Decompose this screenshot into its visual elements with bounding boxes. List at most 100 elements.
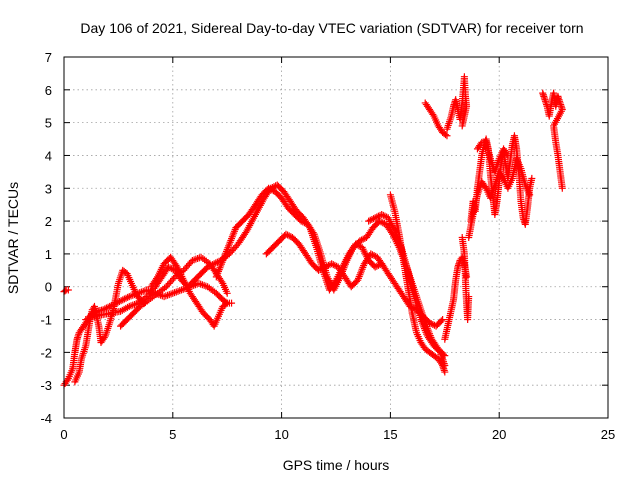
data-point — [370, 252, 378, 260]
data-point — [328, 260, 336, 268]
data-point — [437, 317, 445, 325]
y-tick-label: 1 — [45, 247, 52, 262]
data-point — [463, 273, 471, 281]
data-point — [299, 218, 307, 226]
data-point — [309, 229, 317, 237]
data-point — [503, 150, 511, 158]
data-point — [458, 122, 466, 130]
x-tick-label: 20 — [492, 427, 506, 442]
y-tick-label: 4 — [45, 148, 52, 163]
data-point — [282, 230, 290, 238]
data-point — [61, 287, 69, 295]
data-point — [359, 235, 367, 243]
data-point — [442, 131, 450, 139]
data-point — [228, 299, 236, 307]
data-point — [368, 251, 376, 259]
y-tick-label: 3 — [45, 181, 52, 196]
y-tick-label: -2 — [40, 345, 52, 360]
data-point — [477, 140, 485, 148]
x-tick-labels: 0 5 10 15 20 25 — [60, 427, 615, 442]
y-axis-label: SDTVAR / TECUs — [5, 182, 21, 294]
plot-frame — [63, 56, 609, 419]
data-point — [370, 215, 378, 223]
axis-ticks — [63, 56, 609, 419]
data-point — [300, 219, 308, 227]
data-point — [331, 261, 339, 269]
data-point — [170, 275, 178, 283]
series-arc-09 — [365, 211, 449, 369]
data-point — [324, 261, 332, 269]
x-tick-label: 10 — [274, 427, 288, 442]
data-point — [266, 185, 274, 193]
data-point — [481, 183, 489, 191]
data-point — [329, 261, 337, 269]
data-point — [222, 300, 230, 308]
y-tick-label: 5 — [45, 116, 52, 131]
data-point — [100, 334, 108, 342]
data-point — [218, 278, 226, 286]
series-arc-08 — [262, 230, 447, 330]
data-point — [64, 286, 72, 294]
series-arc-18 — [539, 89, 566, 192]
data-point — [526, 191, 534, 199]
data-point — [120, 295, 128, 303]
data-point — [368, 215, 376, 223]
data-point — [124, 293, 132, 301]
x-tick-label: 5 — [169, 427, 176, 442]
y-tick-label: -3 — [40, 378, 52, 393]
data-point — [316, 265, 324, 273]
data-point — [371, 263, 379, 271]
series-arc-05 — [117, 253, 231, 330]
data-point — [265, 184, 273, 192]
series-arc-16 — [465, 155, 534, 241]
data-point — [438, 360, 446, 368]
data-point — [223, 289, 231, 297]
data-point — [321, 263, 329, 271]
grid — [64, 57, 608, 418]
data-point — [152, 275, 160, 283]
data-point — [358, 236, 366, 244]
series-arc-13 — [441, 253, 471, 343]
x-axis-label: GPS time / hours — [283, 457, 390, 473]
data-point — [377, 218, 385, 226]
data-point — [378, 211, 386, 219]
data-point — [365, 217, 373, 225]
data-point — [318, 265, 326, 273]
x-tick-label: 15 — [383, 427, 397, 442]
data-point — [297, 217, 305, 225]
data-point — [104, 303, 112, 311]
series-arc-17 — [473, 138, 512, 176]
series-arc-07 — [212, 184, 449, 360]
data-point — [268, 186, 276, 194]
data-point — [379, 219, 387, 227]
y-tick-label: -4 — [40, 411, 52, 426]
data-point — [441, 368, 449, 376]
data-point — [374, 212, 382, 220]
series-arc-10 — [386, 191, 449, 376]
series-arc-12 — [443, 73, 471, 133]
y-tick-label: 7 — [45, 50, 52, 65]
y-tick-label: 2 — [45, 214, 52, 229]
data-point — [465, 293, 473, 301]
data-point — [379, 211, 387, 219]
data-point — [381, 212, 389, 220]
data-point — [504, 151, 512, 159]
data-point — [367, 250, 375, 258]
data-point — [426, 319, 434, 327]
data-point — [164, 263, 172, 271]
y-tick-label: 0 — [45, 280, 52, 295]
data-point — [323, 262, 331, 270]
series-arc-11 — [421, 99, 451, 140]
data-point — [371, 214, 379, 222]
y-tick-label: -1 — [40, 313, 52, 328]
data-point — [366, 216, 374, 224]
chart-title: Day 106 of 2021, Sidereal Day-to-day VTE… — [80, 20, 583, 36]
data-point — [212, 259, 220, 267]
data-point — [122, 294, 130, 302]
series-arc-01 — [60, 286, 72, 296]
data-point — [284, 231, 292, 239]
x-tick-label: 25 — [601, 427, 615, 442]
series-arc-14 — [458, 234, 473, 324]
y-tick-label: 6 — [45, 83, 52, 98]
